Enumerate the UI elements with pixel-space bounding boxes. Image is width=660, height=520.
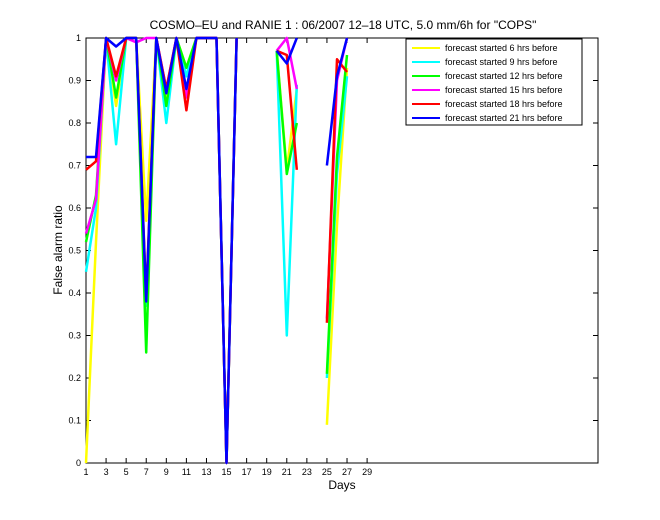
legend-label-4: forecast started 15 hrs before — [445, 85, 563, 95]
series-line-3 — [325, 54, 349, 374]
chart-title: COSMO–EU and RANIE 1 : 06/2007 12–18 UTC… — [150, 18, 537, 32]
series-line-6 — [325, 37, 349, 166]
x-tick-label: 15 — [222, 467, 232, 477]
y-tick-label: 0 — [76, 458, 81, 468]
x-tick-label: 17 — [242, 467, 252, 477]
x-tick-label: 5 — [124, 467, 129, 477]
legend-label-2: forecast started 9 hrs before — [445, 57, 558, 67]
legend-label-6: forecast started 21 hrs before — [445, 113, 563, 123]
x-tick-label: 3 — [104, 467, 109, 477]
legend-label-3: forecast started 12 hrs before — [445, 71, 563, 81]
axis-ticks: 1 3 5 7 9 11 13 15 17 19 21 23 25 27 2900.10.20.30.40.… — [68, 33, 598, 477]
series-line-6 — [275, 37, 298, 65]
x-tick-label: 29 — [362, 467, 372, 477]
y-tick-label: 0.2 — [68, 373, 81, 383]
y-tick-label: 0.6 — [68, 203, 81, 213]
series-line-5 — [276, 49, 299, 170]
y-tick-label: 0.1 — [68, 416, 81, 426]
y-tick-label: 1 — [76, 33, 81, 43]
x-tick-label: 9 — [164, 467, 169, 477]
x-tick-label: 25 — [322, 467, 332, 477]
x-tick-label: 23 — [302, 467, 312, 477]
x-tick-label: 19 — [262, 467, 272, 477]
legend: forecast started 6 hrs before forecast st… — [405, 38, 583, 126]
series-line-6 — [86, 36, 238, 465]
x-tick-label: 1 — [83, 467, 88, 477]
x-tick-label: 21 — [282, 467, 292, 477]
y-axis-label: False alarm ratio — [51, 205, 65, 295]
series-line-2 — [275, 50, 299, 337]
series-line-4 — [275, 36, 299, 90]
legend-label-1: forecast started 6 hrs before — [445, 43, 558, 53]
y-tick-label: 0.3 — [68, 331, 81, 341]
y-tick-label: 0.9 — [68, 76, 81, 86]
x-tick-label: 7 — [144, 467, 149, 477]
series-line-5 — [325, 58, 348, 323]
x-tick-label: 11 — [182, 467, 191, 477]
x-tick-label: 27 — [342, 467, 352, 477]
legend-box — [405, 38, 583, 126]
series-lines — [84, 36, 349, 465]
y-tick-label: 0.5 — [68, 246, 81, 256]
y-tick-label: 0.8 — [68, 118, 81, 128]
legend-label-5: forecast started 18 hrs before — [445, 99, 563, 109]
y-tick-label: 0.4 — [68, 288, 81, 298]
y-tick-label: 0.7 — [68, 161, 81, 171]
x-axis-label: Days — [328, 478, 355, 492]
x-tick-label: 13 — [201, 467, 211, 477]
